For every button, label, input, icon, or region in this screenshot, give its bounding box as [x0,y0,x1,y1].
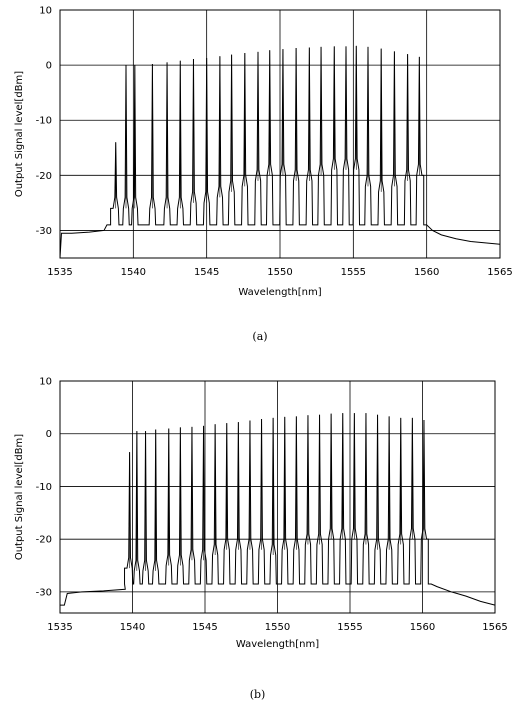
y-tick-label: 0 [46,61,52,72]
x-tick-label: 1540 [121,267,146,278]
y-tick-label: -10 [36,116,52,127]
spectrum-trace [59,45,501,259]
x-tick-label: 1560 [410,622,435,633]
y-tick-label: -30 [36,226,52,237]
y-tick-label: 10 [39,377,52,388]
x-tick-label: 1565 [487,267,512,278]
y-tick-label: -20 [36,171,52,182]
y-axis-label: Output Signal level[dBm] [14,434,25,560]
x-tick-label: 1545 [194,267,219,278]
x-tick-label: 1550 [267,267,292,278]
x-axis-label: Wavelength[nm] [238,287,321,298]
y-tick-label: -10 [36,482,52,493]
y-tick-label: 10 [39,6,52,17]
chart-1: 1535 1540 1545 1550 1555 1560 1565 10 0 -10 -20 -30… [14,377,508,702]
x-tick-label: 1540 [120,622,145,633]
x-tick-label: 1555 [341,267,366,278]
y-tick-label: 0 [46,429,52,440]
x-tick-label: 1535 [47,267,72,278]
y-tick-label: -30 [36,587,52,598]
y-tick-label: -20 [36,535,52,546]
x-tick-label: 1545 [192,622,217,633]
x-tick-label: 1560 [414,267,439,278]
x-tick-label: 1535 [47,622,72,633]
figure-caption: (a) [252,330,267,343]
y-axis-label: Output Signal level[dBm] [14,71,25,197]
x-tick-label: 1565 [482,622,507,633]
x-tick-label: 1555 [337,622,362,633]
x-axis-label: Wavelength[nm] [236,639,319,650]
figure-caption: (b) [250,688,266,701]
x-tick-label: 1550 [265,622,290,633]
chart-0: 1535 1540 1545 1550 1555 1560 1565 10 0 -10 -20 -30… [14,6,513,344]
